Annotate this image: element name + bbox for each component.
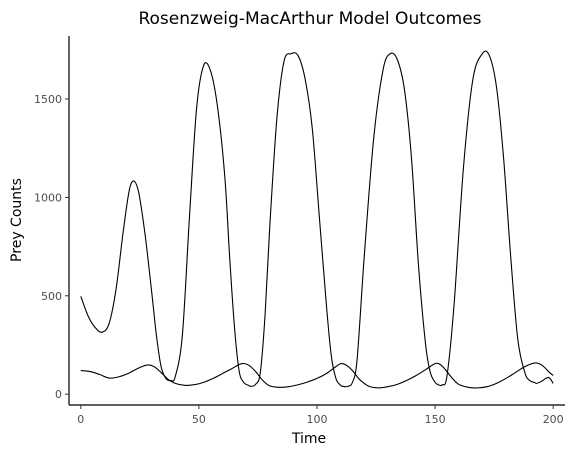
y-tick-label: 1000 — [34, 191, 62, 204]
y-axis-label: Prey Counts — [9, 178, 25, 262]
series-line-2 — [80, 362, 554, 389]
x-tick-label: 100 — [307, 413, 328, 426]
plot-area — [80, 50, 554, 389]
x-axis-label: Time — [291, 431, 326, 447]
y-axis-ticks: 0 500 1000 1500 — [34, 93, 69, 401]
y-tick-label: 1500 — [34, 93, 62, 106]
series-line-1 — [80, 50, 554, 388]
x-tick-label: 50 — [192, 413, 206, 426]
chart-title: Rosenzweig-MacArthur Model Outcomes — [138, 9, 481, 29]
x-tick-label: 200 — [543, 413, 564, 426]
x-axis-ticks: 0 50 100 150 200 — [77, 405, 564, 426]
y-tick-label: 0 — [55, 388, 62, 401]
x-tick-label: 150 — [425, 413, 446, 426]
x-tick-label: 0 — [77, 413, 84, 426]
y-tick-label: 500 — [41, 290, 62, 303]
